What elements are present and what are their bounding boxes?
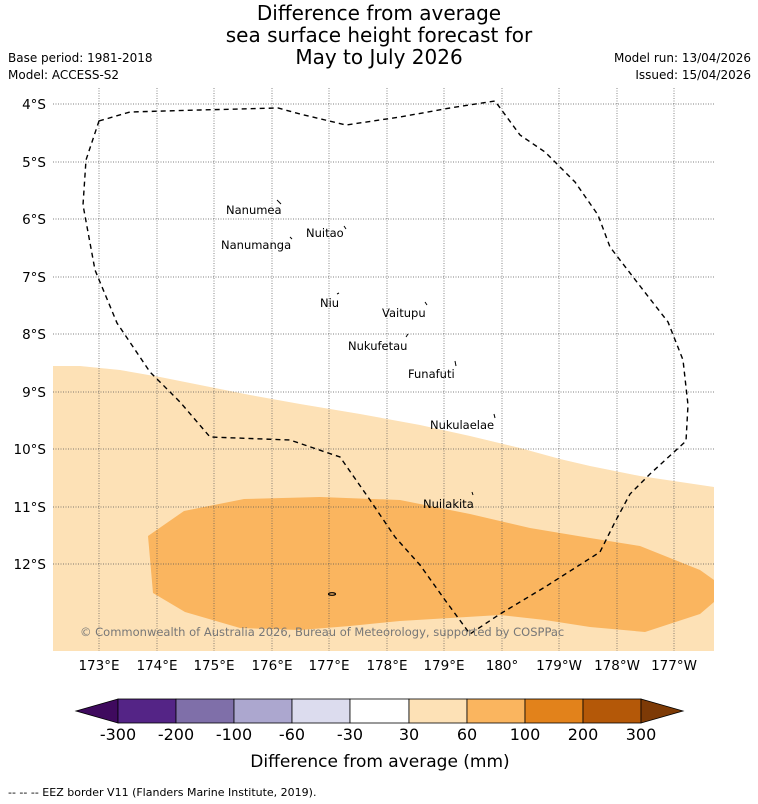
place-label-nukulaelae: Nukulaelae [430,418,494,432]
place-label-vaitupu: Vaitupu [382,306,426,320]
run-info: Model run: 13/04/2026 Issued: 15/04/2026 [614,50,751,84]
colorbar-bin [466,698,526,724]
lat-label: 7°S [22,270,46,286]
lon-label: 178°E [366,658,407,674]
lat-label: 5°S [22,155,46,171]
place-label-nukufetau: Nukufetau [348,339,407,353]
eez-border [82,100,689,635]
colorbar-bin [582,698,642,724]
place-label-nanumanga: Nanumanga [221,238,291,252]
model-run-date: Model run: 13/04/2026 [613,51,751,65]
lat-label: 9°S [22,385,46,401]
colorbar-tick-label: -100 [216,725,252,744]
lon-label: 177°E [308,658,349,674]
issued-date: Issued: 15/04/2026 [635,68,751,82]
island-marks [276,199,496,596]
lon-label: 179°E [423,658,464,674]
colorbar-tick-label: 60 [457,725,477,744]
page-title: Difference from average sea surface heig… [0,2,758,68]
colorbar-tick-label: -200 [158,725,194,744]
lat-label: 6°S [22,212,46,228]
place-label-nuilakita: Nuilakita [423,497,474,511]
lon-label: 177°W [651,658,697,674]
colorbar-extend-low [74,698,119,724]
base-period: Base period: 1981-2018 [8,51,153,65]
place-label-nanumea: Nanumea [226,203,282,217]
lon-label: 180° [486,658,519,674]
colorbar-bin [408,698,468,724]
lat-label: 4°S [22,97,46,113]
colorbar-bin [524,698,584,724]
colorbar-label: Difference from average (mm) [250,752,509,772]
colorbar-tick-label: 30 [399,725,419,744]
lon-label: 173°E [78,658,119,674]
title-line: Difference from average [256,1,502,25]
lat-label: 12°S [14,557,47,573]
place-label-nuitao: Nuitao [306,226,344,240]
lat-label: 10°S [14,442,47,458]
place-label-niu: Niu [320,296,339,310]
gridlines [53,88,714,651]
colorbar-bin [233,698,293,724]
lon-label: 174°E [136,658,177,674]
colorbar [74,698,685,724]
colorbar-bin [349,698,410,724]
lon-label: 179°W [536,658,582,674]
map-copyright: © Commonwealth of Australia 2026, Bureau… [80,625,564,639]
model-name: Model: ACCESS-S2 [8,68,120,82]
colorbar-tick-label: -300 [100,725,136,744]
anomaly-60-100-region [148,497,714,632]
colorbar-extend-high [640,698,685,724]
colorbar-tick-label: -30 [337,725,363,744]
title-line: May to July 2026 [295,45,463,69]
title-line: sea surface height forecast for [225,23,533,47]
place-label-funafuti: Funafuti [408,367,455,381]
lon-label: 175°E [193,658,234,674]
eez-footnote: -- -- -- EEZ border V11 (Flanders Marine… [8,786,317,799]
colorbar-tick-label: -60 [279,725,305,744]
colorbar-bin [291,698,351,724]
colorbar-tick-label: 200 [568,725,599,744]
colorbar-bin [117,698,177,724]
colorbar-bin [175,698,235,724]
colorbar-tick-label: 300 [626,725,657,744]
lon-label: 176°E [251,658,292,674]
colorbar-tick-label: 100 [510,725,541,744]
lat-label: 11°S [14,500,47,516]
lat-label: 8°S [22,327,46,343]
model-info: Base period: 1981-2018 Model: ACCESS-S2 [8,50,153,84]
lon-label: 178°W [594,658,640,674]
